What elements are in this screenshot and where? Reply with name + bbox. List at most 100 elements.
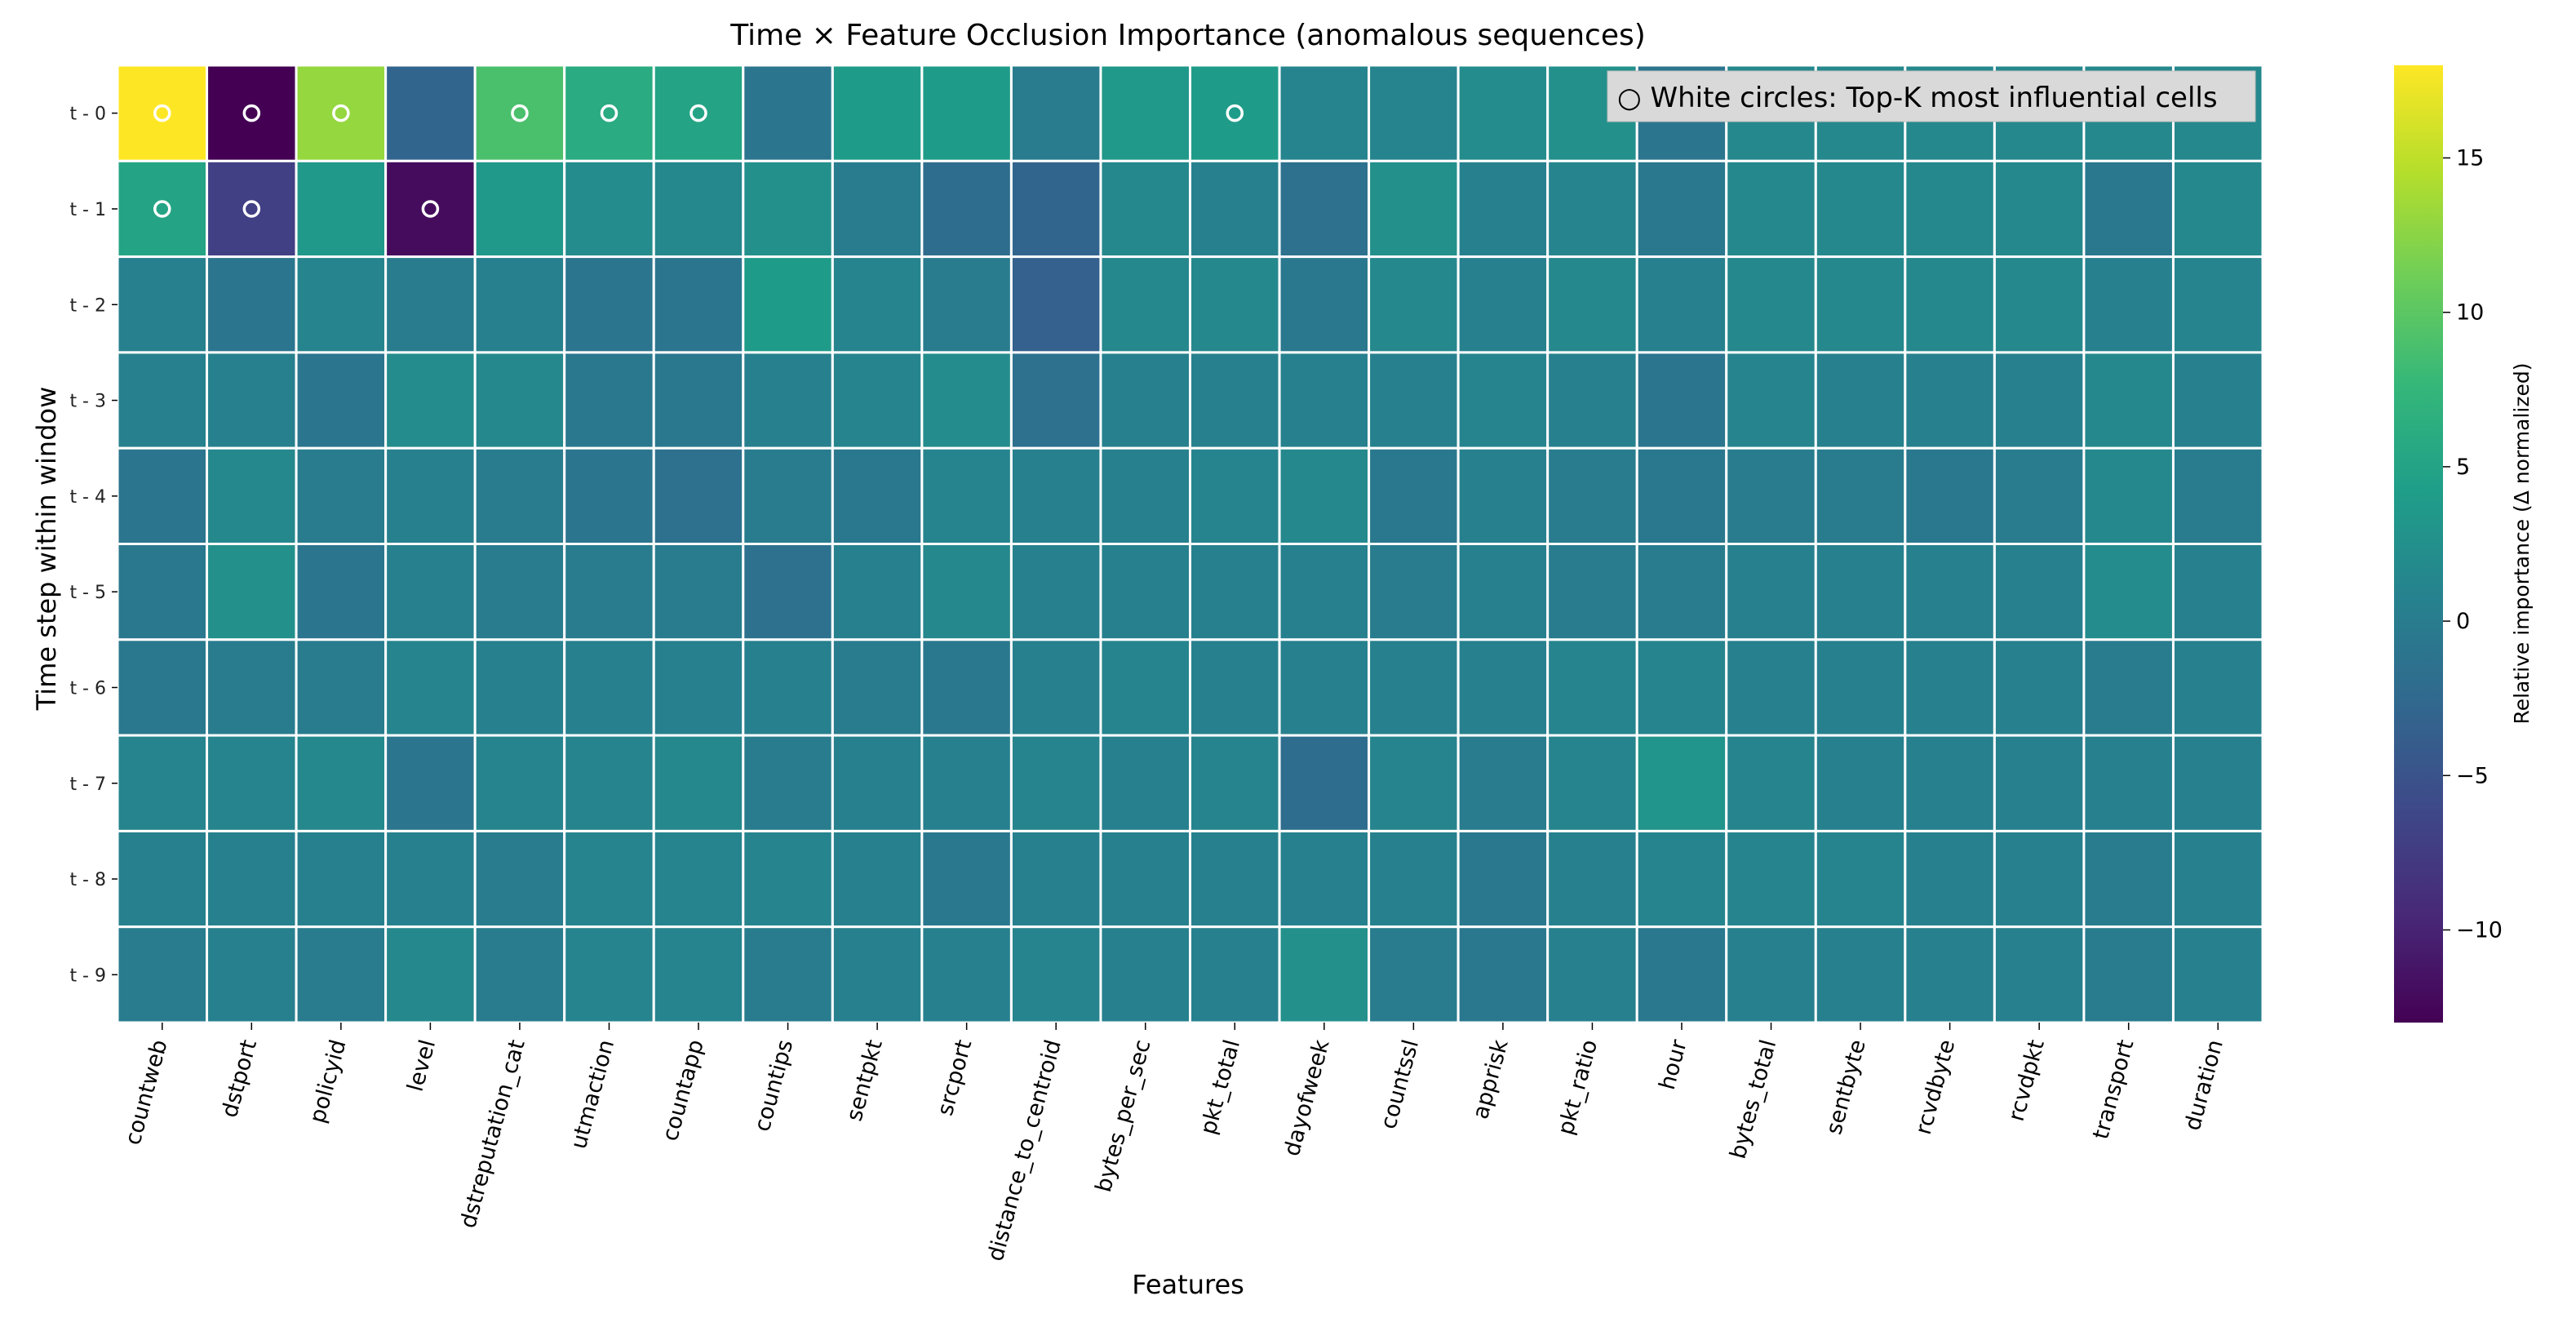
heatmap-cell	[2171, 446, 2264, 546]
top-k-marker	[421, 200, 440, 218]
heatmap-cell	[1904, 829, 1996, 929]
heatmap-cell	[742, 159, 834, 259]
heatmap-cell	[116, 543, 209, 641]
heatmap-cell	[563, 351, 655, 450]
heatmap-cell	[384, 64, 477, 162]
legend-text: ○ White circles: Top-K most influential …	[1617, 82, 2218, 114]
heatmap-cell	[1456, 446, 1550, 546]
heatmap-cell	[1099, 734, 1192, 832]
heatmap-cell	[2171, 543, 2264, 641]
heatmap-cell	[652, 829, 745, 929]
heatmap-cell	[1368, 638, 1460, 737]
x-tick-label: bytes_per_sec	[1091, 1037, 1156, 1195]
x-tick-label: level	[403, 1037, 441, 1094]
heatmap-cell	[742, 351, 834, 450]
colorbar-tick-label: −5	[2456, 763, 2489, 788]
heatmap-cell	[1725, 351, 1817, 450]
heatmap-cell	[563, 925, 655, 1024]
heatmap-cell	[652, 255, 745, 354]
heatmap-cell	[473, 446, 566, 546]
heatmap-cell	[1725, 734, 1817, 832]
heatmap-cell	[473, 255, 566, 354]
heatmap-cell	[206, 351, 298, 450]
x-tick-label: distance_to_centroid	[983, 1037, 1066, 1264]
heatmap-cell	[742, 734, 834, 832]
heatmap-cell	[473, 734, 566, 832]
heatmap-cell	[652, 734, 745, 832]
heatmap-cell	[1904, 543, 1996, 641]
x-tick-label: countapp	[658, 1037, 709, 1144]
heatmap-cell	[1993, 159, 2086, 259]
heatmap-cell	[1456, 734, 1550, 832]
heatmap-cell	[1725, 446, 1817, 546]
heatmap-cell	[1009, 925, 1102, 1024]
legend-box	[1607, 70, 2256, 122]
heatmap-cell	[1456, 638, 1550, 737]
heatmap-cell	[1546, 543, 1638, 641]
heatmap-cell	[116, 829, 209, 929]
heatmap-cell	[473, 638, 566, 737]
top-k-marker	[600, 104, 619, 122]
heatmap-cell	[116, 64, 209, 162]
heatmap-cell	[295, 255, 388, 354]
heatmap-cell	[1904, 446, 1996, 546]
heatmap-cell	[206, 159, 298, 259]
top-k-marker	[153, 104, 171, 122]
heatmap-cell	[1814, 925, 1907, 1024]
heatmap-cell	[206, 925, 298, 1024]
heatmap-cell	[742, 446, 834, 546]
heatmap-cell	[116, 159, 209, 259]
heatmap-cell	[1546, 351, 1638, 450]
heatmap-cell	[1993, 829, 2086, 929]
x-tick-label: countweb	[120, 1037, 172, 1148]
colorbar-label: Relative importance (Δ normalized)	[2510, 362, 2534, 724]
heatmap-cell	[1546, 159, 1638, 259]
heatmap-cell	[1099, 64, 1192, 162]
heatmap-cell	[652, 543, 745, 641]
heatmap-cell	[1635, 638, 1728, 737]
heatmap-cell	[1099, 925, 1192, 1024]
heatmap-cell	[1993, 925, 2086, 1024]
heatmap-cell	[1009, 638, 1102, 737]
heatmap-cell	[206, 446, 298, 546]
heatmap-cell	[831, 734, 924, 832]
top-k-marker	[332, 104, 350, 122]
heatmap-cell	[384, 734, 477, 832]
heatmap-cell	[295, 734, 388, 832]
heatmap-cell	[1009, 543, 1102, 641]
heatmap-cell	[652, 159, 745, 259]
heatmap-cell	[1189, 925, 1281, 1024]
heatmap-cell	[1278, 64, 1371, 162]
heatmap-cell	[1099, 829, 1192, 929]
heatmap-cell	[563, 159, 655, 259]
heatmap-cell	[1993, 734, 2086, 832]
heatmap-cell	[1009, 64, 1102, 162]
heatmap-cell	[1635, 543, 1728, 641]
heatmap-cell	[1635, 159, 1728, 259]
x-tick-label: rcvdbyte	[1911, 1037, 1961, 1138]
heatmap-cell	[1456, 925, 1550, 1024]
heatmap-cell	[116, 638, 209, 737]
heatmap-cell	[1456, 829, 1550, 929]
heatmap-cell	[473, 64, 566, 162]
y-tick-label: t - 5	[69, 583, 106, 603]
x-tick-label: dayofweek	[1279, 1036, 1335, 1159]
heatmap-cell	[1009, 734, 1102, 832]
heatmap-cell	[1635, 351, 1728, 450]
heatmap-cell	[295, 159, 388, 259]
x-tick-label: transport	[2088, 1037, 2139, 1143]
x-tick-label: srcport	[933, 1037, 977, 1119]
x-tick-labels: countweb dstport policyid level dstreputatio…	[120, 1023, 2228, 1264]
y-tick-label: t - 6	[69, 678, 106, 699]
heatmap-cell	[2082, 829, 2175, 929]
colorbar-tick-label: 10	[2456, 300, 2484, 326]
heatmap-cell	[742, 638, 834, 737]
heatmap-cell	[384, 446, 477, 546]
heatmap-cell	[652, 925, 745, 1024]
heatmap-cell	[831, 446, 924, 546]
heatmap-cell	[1635, 255, 1728, 354]
heatmap-cell	[563, 543, 655, 641]
heatmap-cell	[831, 255, 924, 354]
x-tick-label: countips	[750, 1037, 799, 1134]
heatmap-cell	[1368, 351, 1460, 450]
